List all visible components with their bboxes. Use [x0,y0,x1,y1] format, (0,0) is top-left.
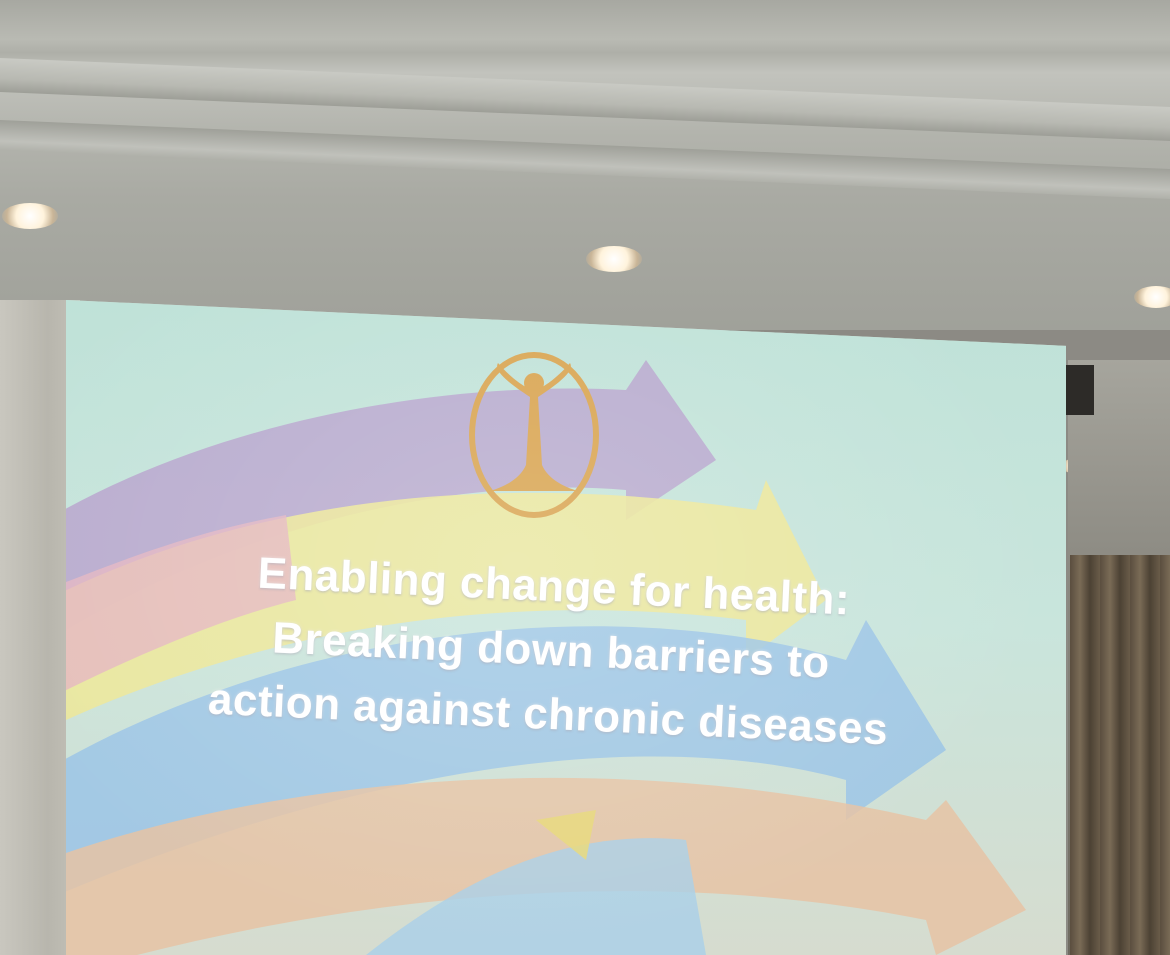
ceiling-light [586,246,642,272]
ceiling-light [2,203,58,229]
purple-arrow [66,360,716,630]
ceiling-light [1134,286,1170,308]
screen-bracket [1066,365,1094,415]
blue-arrow [66,620,946,900]
yellow-arrow-head [536,810,596,860]
slide-background-arrows [66,300,1066,955]
light-blue-arrow [366,838,706,955]
tree-figure-logo-icon [469,352,599,518]
projection-screen: Enabling change for health: Breaking dow… [66,300,1066,955]
projector-haze [66,300,1066,955]
slide-title: Enabling change for health: Breaking dow… [132,536,970,765]
curtain [1070,555,1170,955]
pink-arrow [66,515,296,700]
